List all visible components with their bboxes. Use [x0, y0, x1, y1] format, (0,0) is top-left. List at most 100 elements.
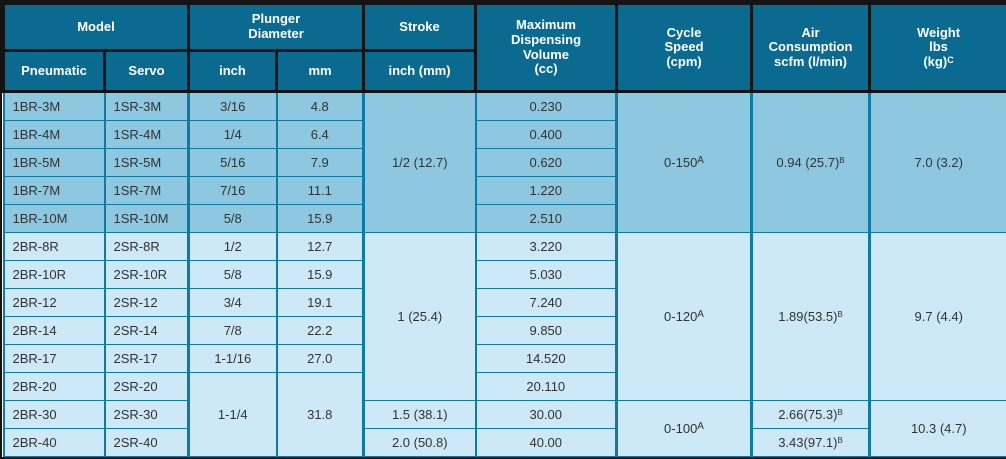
cell-inch: 3/4	[189, 289, 277, 317]
cell-mm: 15.9	[277, 205, 364, 233]
cell-pneumatic: 2BR-14	[4, 317, 105, 345]
header-stroke: Stroke	[364, 4, 476, 51]
cell-mm: 6.4	[277, 121, 364, 149]
cell-servo: 1SR-3M	[105, 92, 189, 121]
cell-pneumatic: 1BR-7M	[4, 177, 105, 205]
cell-volume: 0.400	[476, 121, 617, 149]
cell-pneumatic: 2BR-30	[4, 401, 105, 429]
cell-volume: 14.520	[476, 345, 617, 373]
cell-cycle-speed: 0-150A	[617, 92, 752, 233]
cell-inch: 5/8	[189, 261, 277, 289]
cell-pneumatic: 1BR-5M	[4, 149, 105, 177]
header-weight: Weight lbs (kg)C	[870, 4, 1006, 92]
cell-air-consumption: 3.43(97.1)B	[752, 429, 870, 457]
cell-volume: 3.220	[476, 233, 617, 261]
header-servo: Servo	[105, 51, 189, 92]
header-max-dispensing-volume: Maximum Dispensing Volume (cc)	[476, 4, 617, 92]
cell-inch: 5/16	[189, 149, 277, 177]
header-model: Model	[4, 4, 189, 51]
cell-mm: 12.7	[277, 233, 364, 261]
cell-servo: 1SR-10M	[105, 205, 189, 233]
cell-inch: 7/16	[189, 177, 277, 205]
cell-inch: 1/2	[189, 233, 277, 261]
cell-servo: 2SR-12	[105, 289, 189, 317]
header-stroke-units: inch (mm)	[364, 51, 476, 92]
header-plunger-line1: Plunger	[192, 12, 360, 27]
cell-volume: 0.230	[476, 92, 617, 121]
footnote-c: C	[947, 55, 954, 65]
cell-pneumatic: 2BR-17	[4, 345, 105, 373]
header-cycle-speed: Cycle Speed (cpm)	[617, 4, 752, 92]
cell-volume: 5.030	[476, 261, 617, 289]
cell-volume: 30.00	[476, 401, 617, 429]
cell-inch: 3/16	[189, 92, 277, 121]
footnote-a: A	[697, 155, 704, 166]
footnote-a: A	[697, 421, 704, 432]
cell-stroke: 2.0 (50.8)	[364, 429, 476, 457]
footnote-b: B	[839, 156, 844, 165]
cell-air-consumption: 0.94 (25.7)B	[752, 92, 870, 233]
cell-pneumatic: 1BR-4M	[4, 121, 105, 149]
cell-cycle-speed: 0-100A	[617, 401, 752, 457]
cell-inch: 1-1/4	[189, 373, 277, 457]
cell-volume: 40.00	[476, 429, 617, 457]
table-row: 2BR-30 2SR-30 1.5 (38.1) 30.00 0-100A 2.…	[4, 401, 1006, 429]
cell-pneumatic: 1BR-10M	[4, 205, 105, 233]
cell-volume: 1.220	[476, 177, 617, 205]
cell-inch: 7/8	[189, 317, 277, 345]
table-row: 1BR-3M 1SR-3M 3/16 4.8 1/2 (12.7) 0.230 …	[4, 92, 1006, 121]
cell-stroke: 1/2 (12.7)	[364, 92, 476, 233]
cell-weight: 7.0 (3.2)	[870, 92, 1006, 233]
table-row: 2BR-40 2SR-40 2.0 (50.8) 40.00 3.43(97.1…	[4, 429, 1006, 457]
cell-servo: 2SR-17	[105, 345, 189, 373]
header-mm: mm	[277, 51, 364, 92]
cell-mm: 27.0	[277, 345, 364, 373]
cell-pneumatic: 1BR-3M	[4, 92, 105, 121]
cell-servo: 2SR-10R	[105, 261, 189, 289]
header-plunger-line2: Diameter	[192, 27, 360, 42]
cell-inch: 1/4	[189, 121, 277, 149]
header-row-groups: Model Plunger Diameter Stroke Maximum Di…	[4, 4, 1006, 51]
cell-pneumatic: 2BR-10R	[4, 261, 105, 289]
footnote-b: B	[837, 436, 842, 445]
cell-mm: 4.8	[277, 92, 364, 121]
cell-volume: 9.850	[476, 317, 617, 345]
cell-weight: 10.3 (4.7)	[870, 401, 1006, 457]
table-row: 2BR-8R 2SR-8R 1/2 12.7 1 (25.4) 3.220 0-…	[4, 233, 1006, 261]
cell-servo: 1SR-5M	[105, 149, 189, 177]
cell-mm: 15.9	[277, 261, 364, 289]
cell-servo: 1SR-4M	[105, 121, 189, 149]
cell-servo: 1SR-7M	[105, 177, 189, 205]
cell-servo: 2SR-20	[105, 373, 189, 401]
cell-mm: 7.9	[277, 149, 364, 177]
footnote-b: B	[837, 408, 842, 417]
cell-volume: 7.240	[476, 289, 617, 317]
cell-inch: 1-1/16	[189, 345, 277, 373]
cell-air-consumption: 1.89(53.5)B	[752, 233, 870, 401]
cell-air-consumption: 2.66(75.3)B	[752, 401, 870, 429]
cell-volume: 2.510	[476, 205, 617, 233]
cell-pneumatic: 2BR-40	[4, 429, 105, 457]
cell-pneumatic: 2BR-8R	[4, 233, 105, 261]
header-inch: inch	[189, 51, 277, 92]
cell-volume: 0.620	[476, 149, 617, 177]
cell-cycle-speed: 0-120A	[617, 233, 752, 401]
cell-volume: 20.110	[476, 373, 617, 401]
cell-pneumatic: 2BR-12	[4, 289, 105, 317]
cell-servo: 2SR-30	[105, 401, 189, 429]
footnote-b: B	[837, 310, 842, 319]
cell-mm: 31.8	[277, 373, 364, 457]
cell-servo: 2SR-8R	[105, 233, 189, 261]
cell-stroke: 1 (25.4)	[364, 233, 476, 401]
cell-inch: 5/8	[189, 205, 277, 233]
cell-mm: 11.1	[277, 177, 364, 205]
cell-weight: 9.7 (4.4)	[870, 233, 1006, 401]
cell-mm: 19.1	[277, 289, 364, 317]
cell-servo: 2SR-40	[105, 429, 189, 457]
footnote-a: A	[697, 309, 704, 320]
header-air-consumption: Air Consumption scfm (l/min)	[752, 4, 870, 92]
cell-stroke: 1.5 (38.1)	[364, 401, 476, 429]
header-pneumatic: Pneumatic	[4, 51, 105, 92]
